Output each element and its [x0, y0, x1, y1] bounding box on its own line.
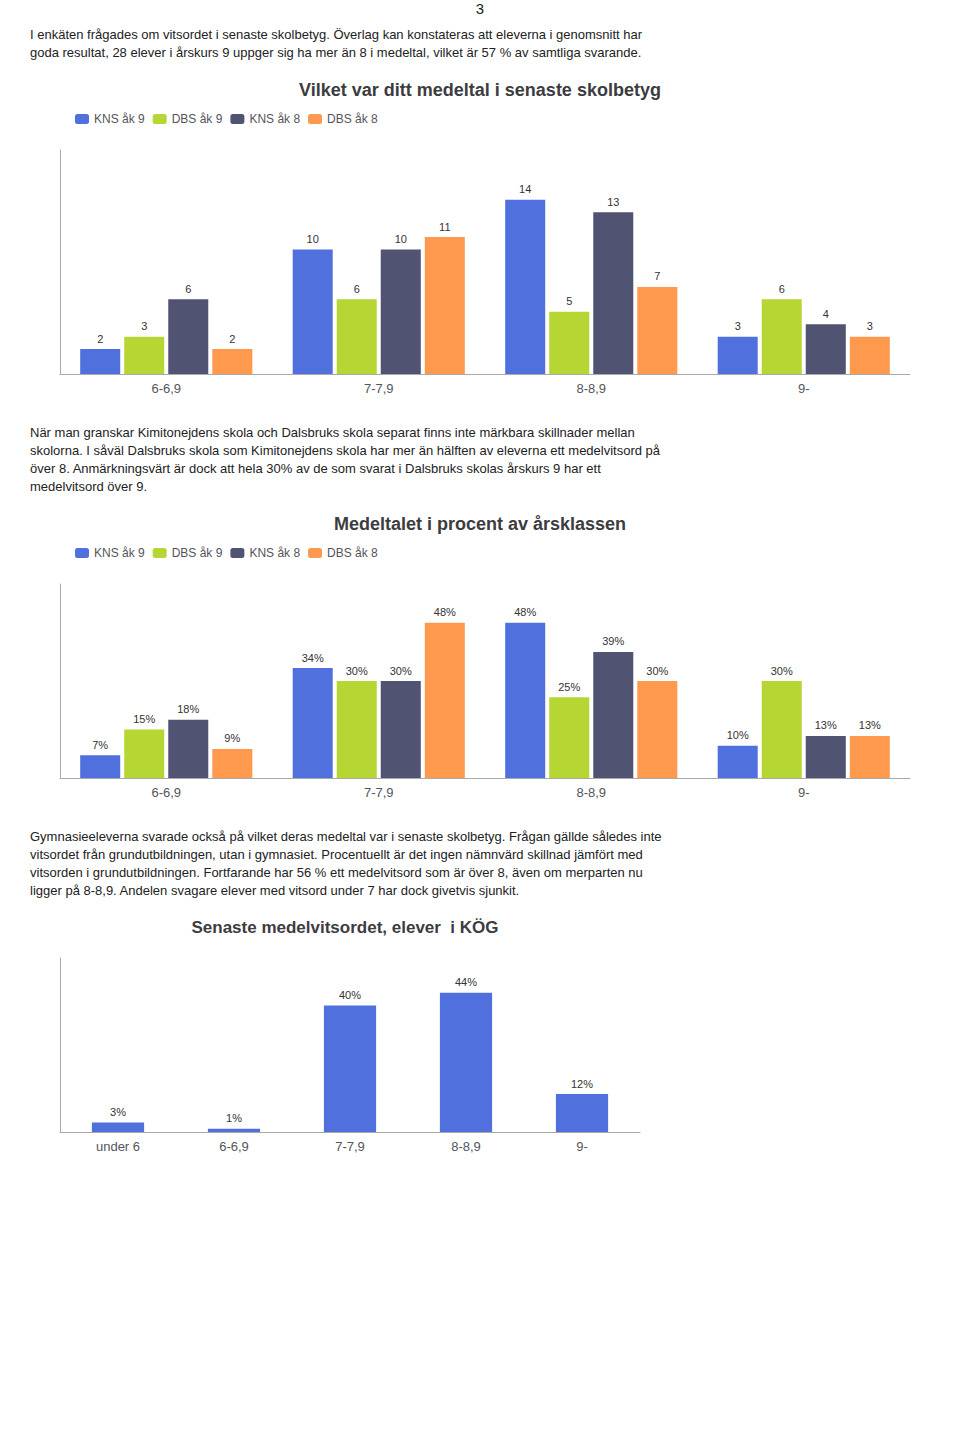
html-text:över 8. Anmärkningsvärt är doc: över 8. Anmärkningsvärt är dock att hela… — [30, 461, 601, 476]
svg-text:6-6,9: 6-6,9 — [151, 381, 181, 396]
svg-text:13: 13 — [607, 196, 619, 208]
svg-text:8-8,9: 8-8,9 — [451, 1139, 481, 1154]
svg-text:2: 2 — [229, 333, 235, 345]
svg-text:3: 3 — [735, 320, 741, 332]
html-text:Gymnasieeleverna svarade också: Gymnasieeleverna svarade också på vilket… — [30, 829, 662, 844]
svg-text:8-8,9: 8-8,9 — [576, 785, 606, 800]
svg-text:7%: 7% — [92, 739, 108, 751]
svg-text:11: 11 — [439, 221, 450, 233]
svg-text:14: 14 — [519, 183, 531, 195]
svg-text:9-: 9- — [798, 785, 810, 800]
svg-text:KNS åk 8: KNS åk 8 — [249, 546, 300, 560]
svg-text:KNS åk 9: KNS åk 9 — [94, 112, 145, 126]
svg-text:18%: 18% — [177, 703, 199, 715]
svg-text:48%: 48% — [514, 606, 536, 618]
svg-text:5: 5 — [566, 295, 572, 307]
svg-text:under 6: under 6 — [96, 1139, 140, 1154]
svg-text:9-: 9- — [576, 1139, 588, 1154]
html-text:ligger på 8-8,9. Andelen svaga: ligger på 8-8,9. Andelen svagare elever … — [30, 883, 520, 898]
svg-text:34%: 34% — [302, 652, 324, 664]
html-text:vitsorden i grundutbildningen.: vitsorden i grundutbildningen. Fortfaran… — [30, 865, 643, 880]
svg-text:3: 3 — [867, 320, 873, 332]
svg-text:30%: 30% — [390, 665, 412, 677]
svg-text:40%: 40% — [339, 989, 361, 1001]
svg-text:DBS åk 8: DBS åk 8 — [327, 112, 378, 126]
svg-text:DBS åk 9: DBS åk 9 — [172, 112, 223, 126]
svg-text:7-7,9: 7-7,9 — [364, 785, 394, 800]
svg-text:2: 2 — [97, 333, 103, 345]
svg-text:3%: 3% — [110, 1106, 126, 1118]
svg-text:10: 10 — [395, 233, 407, 245]
svg-text:Vilket var ditt medeltal i sen: Vilket var ditt medeltal i senaste skolb… — [299, 80, 661, 100]
svg-text:KNS åk 8: KNS åk 8 — [249, 112, 300, 126]
html-text:skolorna. I såväl Dalsbruks sk: skolorna. I såväl Dalsbruks skola som Ki… — [30, 443, 661, 458]
svg-text:39%: 39% — [602, 635, 624, 647]
svg-text:13%: 13% — [859, 719, 881, 731]
svg-text:DBS åk 9: DBS åk 9 — [172, 546, 223, 560]
html-text:När man granskar Kimitonejdens: När man granskar Kimitonejdens skola och… — [30, 425, 635, 440]
svg-text:12%: 12% — [571, 1078, 593, 1090]
svg-text:3: 3 — [141, 320, 147, 332]
svg-text:KNS åk 9: KNS åk 9 — [94, 546, 145, 560]
html-text:vitsordet från grundutbildning: vitsordet från grundutbildningen, utan i… — [30, 847, 643, 862]
svg-text:15%: 15% — [133, 713, 155, 725]
svg-text:7: 7 — [654, 270, 660, 282]
svg-text:1%: 1% — [226, 1112, 242, 1124]
svg-text:4: 4 — [823, 308, 829, 320]
svg-text:6: 6 — [185, 283, 191, 295]
svg-text:7-7,9: 7-7,9 — [364, 381, 394, 396]
html-text:goda resultat, 28 elever i års: goda resultat, 28 elever i årskurs 9 upp… — [30, 45, 642, 60]
svg-text:30%: 30% — [346, 665, 368, 677]
svg-text:8-8,9: 8-8,9 — [576, 381, 606, 396]
svg-text:48%: 48% — [434, 606, 456, 618]
svg-text:6: 6 — [354, 283, 360, 295]
svg-text:Medeltalet i procent av årskla: Medeltalet i procent av årsklassen — [334, 514, 626, 534]
svg-text:9%: 9% — [224, 732, 240, 744]
svg-text:6: 6 — [779, 283, 785, 295]
svg-text:6-6,9: 6-6,9 — [151, 785, 181, 800]
svg-text:Senaste medelvitsordet, elever: Senaste medelvitsordet, elever i KÖG — [191, 918, 498, 937]
svg-text:DBS åk 8: DBS åk 8 — [327, 546, 378, 560]
svg-text:10: 10 — [307, 233, 319, 245]
html-text:medelvitsord över 9.: medelvitsord över 9. — [30, 479, 148, 494]
svg-text:10%: 10% — [727, 729, 749, 741]
svg-text:6-6,9: 6-6,9 — [219, 1139, 249, 1154]
svg-text:30%: 30% — [771, 665, 793, 677]
svg-text:30%: 30% — [646, 665, 668, 677]
svg-text:9-: 9- — [798, 381, 810, 396]
svg-text:25%: 25% — [558, 681, 580, 693]
html-text:I enkäten frågades om vitsorde: I enkäten frågades om vitsordet i senast… — [30, 27, 643, 42]
svg-text:7-7,9: 7-7,9 — [335, 1139, 365, 1154]
html-text:3: 3 — [475, 0, 485, 17]
svg-text:13%: 13% — [815, 719, 837, 731]
svg-text:44%: 44% — [455, 976, 477, 988]
